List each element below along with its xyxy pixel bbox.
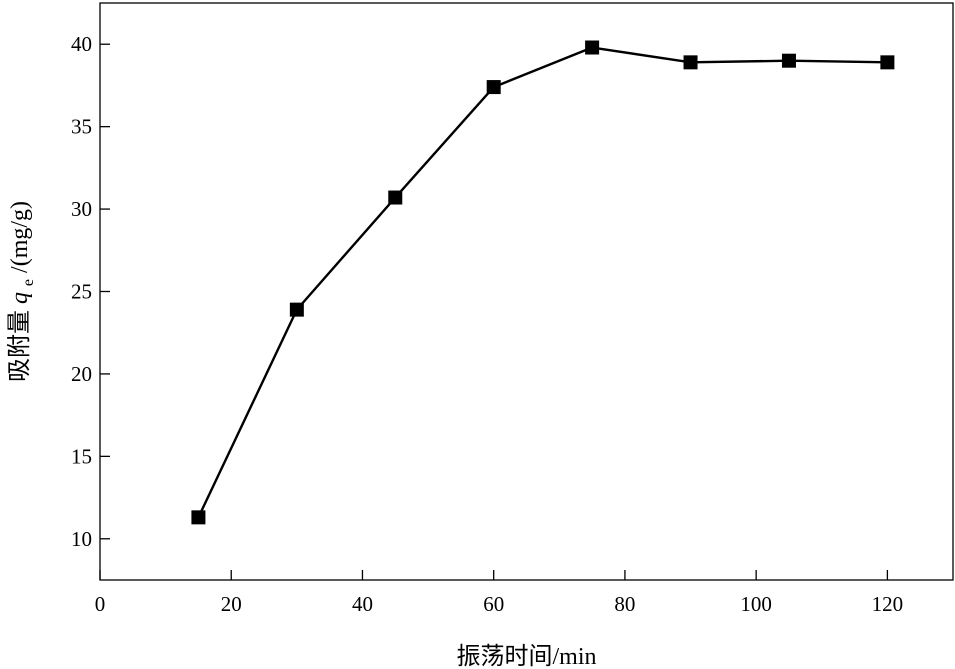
x-tick-label: 100 [740, 592, 772, 616]
y-axis-title-unit: /(mg/g) [7, 201, 33, 273]
data-point-marker [191, 510, 206, 525]
plot-border [99, 2, 954, 581]
y-axis-title-prefix: 吸附量 [6, 310, 33, 382]
y-axis-title: 吸附量 q e /(mg/g) [6, 201, 39, 382]
y-tick-label: 20 [71, 362, 92, 386]
y-tick-label: 10 [71, 527, 92, 551]
data-point-marker [585, 40, 600, 55]
plot-frame [99, 2, 954, 581]
data-point-marker [683, 55, 698, 70]
x-tick-label: 80 [614, 592, 635, 616]
x-axis-title: 振荡时间/min [456, 643, 596, 669]
y-tick-label: 30 [71, 197, 92, 221]
x-tick-label: 40 [352, 592, 373, 616]
series-layer [191, 40, 895, 525]
data-point-marker [880, 55, 895, 70]
x-tick-label: 60 [483, 592, 504, 616]
x-tick-label: 20 [221, 592, 242, 616]
y-tick-label: 35 [71, 115, 92, 139]
x-axis: 0 20 40 60 80 100 120 [95, 570, 903, 616]
y-tick-label: 25 [71, 280, 92, 304]
y-tick-label: 40 [71, 32, 92, 56]
series-line [197, 46, 888, 518]
data-point-marker [781, 53, 796, 68]
y-axis: 10 15 20 25 30 35 40 [71, 32, 110, 551]
y-axis-title-symbol: q [7, 292, 33, 304]
x-tick-label: 0 [95, 592, 106, 616]
y-axis-title-subscript: e [20, 279, 37, 286]
x-tick-label: 120 [872, 592, 904, 616]
data-point-marker [486, 80, 501, 95]
data-point-marker [289, 302, 304, 317]
data-point-marker [388, 190, 403, 205]
y-tick-label: 15 [71, 444, 92, 468]
